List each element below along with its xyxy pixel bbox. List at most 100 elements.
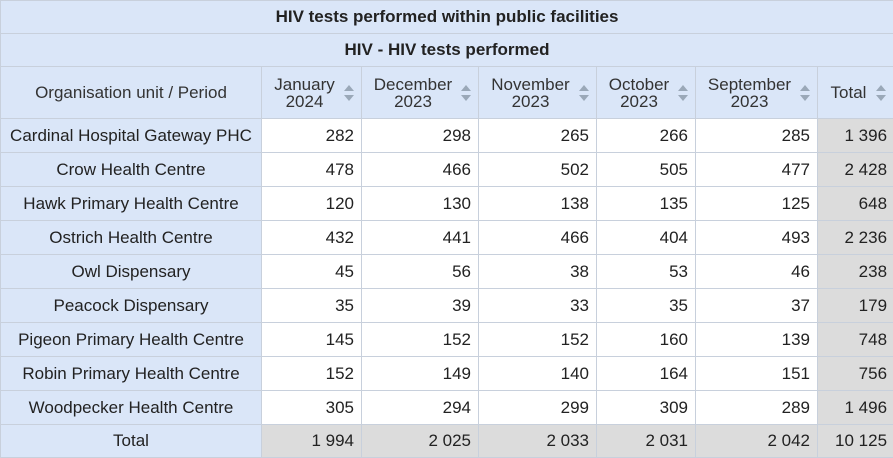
value-cell: 478 <box>262 153 362 187</box>
total-header[interactable]: Total <box>818 67 893 119</box>
value-cell: 37 <box>696 289 818 323</box>
value-cell: 285 <box>696 119 818 153</box>
table-subtitle: HIV - HIV tests performed <box>1 34 893 67</box>
value-cell: 298 <box>362 119 479 153</box>
org-unit-label: Hawk Primary Health Centre <box>1 187 262 221</box>
value-cell: 139 <box>696 323 818 357</box>
org-unit-label: Peacock Dispensary <box>1 289 262 323</box>
value-cell: 152 <box>362 323 479 357</box>
sort-arrows-icon[interactable] <box>677 84 689 102</box>
value-cell: 309 <box>597 391 696 425</box>
value-cell: 45 <box>262 255 362 289</box>
value-cell: 120 <box>262 187 362 221</box>
value-cell: 294 <box>362 391 479 425</box>
value-cell: 289 <box>696 391 818 425</box>
value-cell: 130 <box>362 187 479 221</box>
org-unit-label: Pigeon Primary Health Centre <box>1 323 262 357</box>
org-unit-label: Crow Health Centre <box>1 153 262 187</box>
value-cell: 151 <box>696 357 818 391</box>
value-cell: 46 <box>696 255 818 289</box>
table-title: HIV tests performed within public facili… <box>1 1 893 34</box>
org-unit-label: Robin Primary Health Centre <box>1 357 262 391</box>
sort-arrows-icon[interactable] <box>578 84 590 102</box>
value-cell: 164 <box>597 357 696 391</box>
period-header-month: December <box>362 76 464 93</box>
value-cell: 152 <box>479 323 597 357</box>
value-cell: 39 <box>362 289 479 323</box>
value-cell: 152 <box>262 357 362 391</box>
row-total-cell: 238 <box>818 255 893 289</box>
org-unit-label: Ostrich Health Centre <box>1 221 262 255</box>
value-cell: 149 <box>362 357 479 391</box>
value-cell: 305 <box>262 391 362 425</box>
value-cell: 35 <box>597 289 696 323</box>
column-total-cell: 2 031 <box>597 425 696 458</box>
period-header-year: 2024 <box>262 93 347 110</box>
column-total-cell: 2 042 <box>696 425 818 458</box>
row-total-cell: 648 <box>818 187 893 221</box>
column-total-cell: 1 994 <box>262 425 362 458</box>
total-header-label: Total <box>818 84 879 101</box>
value-cell: 125 <box>696 187 818 221</box>
period-header-month: January <box>262 76 347 93</box>
value-cell: 38 <box>479 255 597 289</box>
corner-header: Organisation unit / Period <box>1 67 262 119</box>
period-header-year: 2023 <box>362 93 464 110</box>
period-header-month: September <box>696 76 803 93</box>
value-cell: 477 <box>696 153 818 187</box>
period-header-month: November <box>479 76 582 93</box>
org-unit-label: Woodpecker Health Centre <box>1 391 262 425</box>
value-cell: 266 <box>597 119 696 153</box>
value-cell: 265 <box>479 119 597 153</box>
totals-row-label: Total <box>1 425 262 458</box>
value-cell: 160 <box>597 323 696 357</box>
value-cell: 441 <box>362 221 479 255</box>
column-total-cell: 2 025 <box>362 425 479 458</box>
value-cell: 140 <box>479 357 597 391</box>
value-cell: 502 <box>479 153 597 187</box>
row-total-cell: 179 <box>818 289 893 323</box>
value-cell: 493 <box>696 221 818 255</box>
value-cell: 56 <box>362 255 479 289</box>
row-total-cell: 2 428 <box>818 153 893 187</box>
grand-total-cell: 10 125 <box>818 425 893 458</box>
value-cell: 282 <box>262 119 362 153</box>
sort-arrows-icon[interactable] <box>460 84 472 102</box>
row-total-cell: 748 <box>818 323 893 357</box>
value-cell: 135 <box>597 187 696 221</box>
period-header-year: 2023 <box>696 93 803 110</box>
sort-arrows-icon[interactable] <box>875 84 887 102</box>
period-header-year: 2023 <box>597 93 681 110</box>
value-cell: 432 <box>262 221 362 255</box>
org-unit-label: Owl Dispensary <box>1 255 262 289</box>
value-cell: 53 <box>597 255 696 289</box>
row-total-cell: 1 496 <box>818 391 893 425</box>
value-cell: 466 <box>479 221 597 255</box>
value-cell: 505 <box>597 153 696 187</box>
value-cell: 145 <box>262 323 362 357</box>
row-total-cell: 2 236 <box>818 221 893 255</box>
value-cell: 138 <box>479 187 597 221</box>
sort-arrows-icon[interactable] <box>799 84 811 102</box>
row-total-cell: 1 396 <box>818 119 893 153</box>
org-unit-label: Cardinal Hospital Gateway PHC <box>1 119 262 153</box>
value-cell: 35 <box>262 289 362 323</box>
sort-arrows-icon[interactable] <box>343 84 355 102</box>
